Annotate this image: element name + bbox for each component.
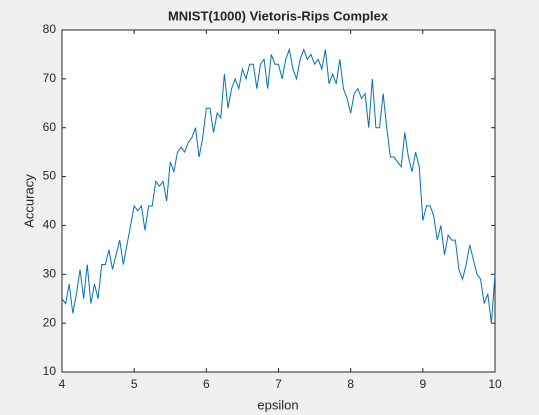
y-axis-label: Accuracy <box>21 174 36 228</box>
y-tick-label: 70 <box>43 71 57 85</box>
y-tick-label: 20 <box>43 315 57 329</box>
y-tick-label: 60 <box>43 120 57 134</box>
x-tick-label: 4 <box>59 377 66 391</box>
x-tick-label: 6 <box>203 377 210 391</box>
chart-title: MNIST(1000) Vietoris-Rips Complex <box>168 8 389 23</box>
y-tick-label: 10 <box>43 364 57 378</box>
x-tick-label: 5 <box>131 377 138 391</box>
y-tick-label: 40 <box>43 218 57 232</box>
x-tick-label: 10 <box>488 377 502 391</box>
x-tick-label: 9 <box>419 377 426 391</box>
axes-box <box>61 29 496 373</box>
y-tick-label: 80 <box>43 22 57 36</box>
x-tick-label: 7 <box>275 377 282 391</box>
data-line <box>61 47 496 324</box>
x-tick-label: 8 <box>347 377 354 391</box>
y-tick-label: 30 <box>43 266 57 280</box>
y-tick-label: 50 <box>43 169 57 183</box>
plot-area <box>62 30 495 372</box>
x-axis-label: epsilon <box>257 397 298 412</box>
